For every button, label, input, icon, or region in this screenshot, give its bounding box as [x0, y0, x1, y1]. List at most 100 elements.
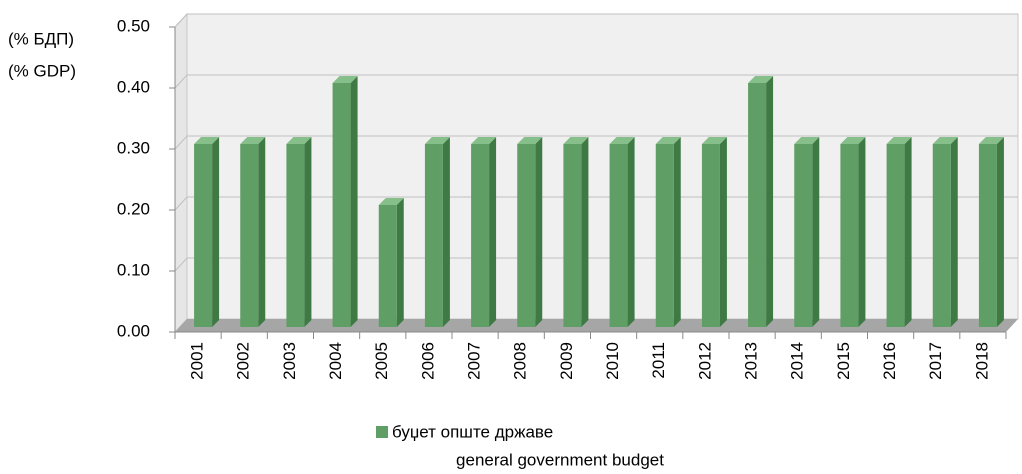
bar-side — [673, 137, 681, 327]
bar — [424, 137, 450, 327]
bar-top — [655, 137, 681, 144]
bar — [609, 137, 635, 327]
y-axis-label: (% БДП) — [8, 29, 74, 48]
x-tick-label: 2007 — [465, 342, 484, 380]
bar-front — [286, 144, 305, 327]
bar-front — [563, 144, 582, 327]
x-tick-label: 2004 — [326, 342, 345, 380]
bar-top — [886, 137, 912, 144]
bar-top — [609, 137, 635, 144]
x-tick-label: 2012 — [695, 342, 714, 380]
bar-top — [194, 137, 220, 144]
bar-front — [794, 144, 813, 327]
bar-side — [627, 137, 635, 327]
bar-top — [332, 76, 358, 83]
bar — [286, 137, 312, 327]
bar-front — [240, 144, 259, 327]
bar-front — [424, 144, 443, 327]
grid-line — [174, 74, 1018, 89]
grid-line — [174, 135, 1018, 150]
legend-label: general government budget — [456, 450, 664, 469]
bar-front — [701, 144, 720, 327]
bar-front — [609, 144, 628, 327]
bar-side — [766, 76, 774, 327]
bar — [517, 137, 543, 327]
y-axis-label: (% GDP) — [8, 61, 76, 80]
bar-top — [932, 137, 958, 144]
x-tick-label: 2016 — [880, 342, 899, 380]
bar-front — [332, 83, 351, 327]
bar-top — [378, 198, 404, 205]
bar — [332, 76, 358, 327]
bar — [701, 137, 727, 327]
bar-front — [194, 144, 213, 327]
bar-front — [748, 83, 767, 327]
side-wall — [174, 12, 188, 334]
bar-side — [396, 198, 404, 327]
x-tick-label: 2015 — [834, 342, 853, 380]
grid-line — [174, 196, 1018, 211]
bar-top — [240, 137, 266, 144]
bar — [194, 137, 220, 327]
grid-line — [174, 13, 1018, 28]
bar — [655, 137, 681, 327]
bar-top — [701, 137, 727, 144]
bar — [886, 137, 912, 327]
bar-front — [840, 144, 859, 327]
bar-side — [535, 137, 543, 327]
bar — [978, 137, 1004, 327]
bar-top — [748, 76, 774, 83]
bar-side — [258, 137, 266, 327]
y-tick-label: 0.20 — [117, 199, 150, 218]
bar — [840, 137, 866, 327]
bar-front — [932, 144, 951, 327]
bar-top — [794, 137, 820, 144]
x-tick-label: 2006 — [418, 342, 437, 380]
bar-top — [471, 137, 497, 144]
bar-front — [978, 144, 997, 327]
bar-top — [978, 137, 1004, 144]
y-tick-label: 0.30 — [117, 138, 150, 157]
x-tick-label: 2009 — [557, 342, 576, 380]
bar-side — [950, 137, 958, 327]
bar-side — [489, 137, 497, 327]
bar-side — [212, 137, 220, 327]
bar — [378, 198, 404, 327]
bar-side — [350, 76, 358, 327]
grid-line — [174, 257, 1018, 272]
x-tick-label: 2017 — [926, 342, 945, 380]
x-tick-label: 2005 — [372, 342, 391, 380]
y-tick-label: 0.50 — [117, 16, 150, 35]
bar-side — [996, 137, 1004, 327]
legend-swatch — [376, 426, 388, 438]
bar-side — [904, 137, 912, 327]
bar-top — [563, 137, 589, 144]
bar-side — [812, 137, 820, 327]
bar — [748, 76, 774, 327]
x-tick-label: 2011 — [649, 342, 668, 379]
x-tick-label: 2008 — [511, 342, 530, 380]
x-tick-label: 2013 — [742, 342, 761, 380]
bar-top — [840, 137, 866, 144]
x-tick-label: 2014 — [788, 342, 807, 380]
bar-front — [886, 144, 905, 327]
bar-side — [581, 137, 589, 327]
x-tick-label: 2001 — [188, 342, 207, 380]
y-tick-label: 0.10 — [117, 260, 150, 279]
bar — [794, 137, 820, 327]
bar — [932, 137, 958, 327]
x-tick-label: 2003 — [280, 342, 299, 380]
bar — [471, 137, 497, 327]
bar-top — [424, 137, 450, 144]
bar-side — [304, 137, 312, 327]
x-tick-label: 2002 — [234, 342, 253, 380]
bar-front — [378, 205, 397, 327]
bar-top — [286, 137, 312, 144]
x-tick-label: 2010 — [603, 342, 622, 380]
bar-front — [517, 144, 536, 327]
bar-side — [719, 137, 727, 327]
bar-front — [471, 144, 490, 327]
bar-top — [517, 137, 543, 144]
x-tick-label: 2018 — [972, 342, 991, 380]
